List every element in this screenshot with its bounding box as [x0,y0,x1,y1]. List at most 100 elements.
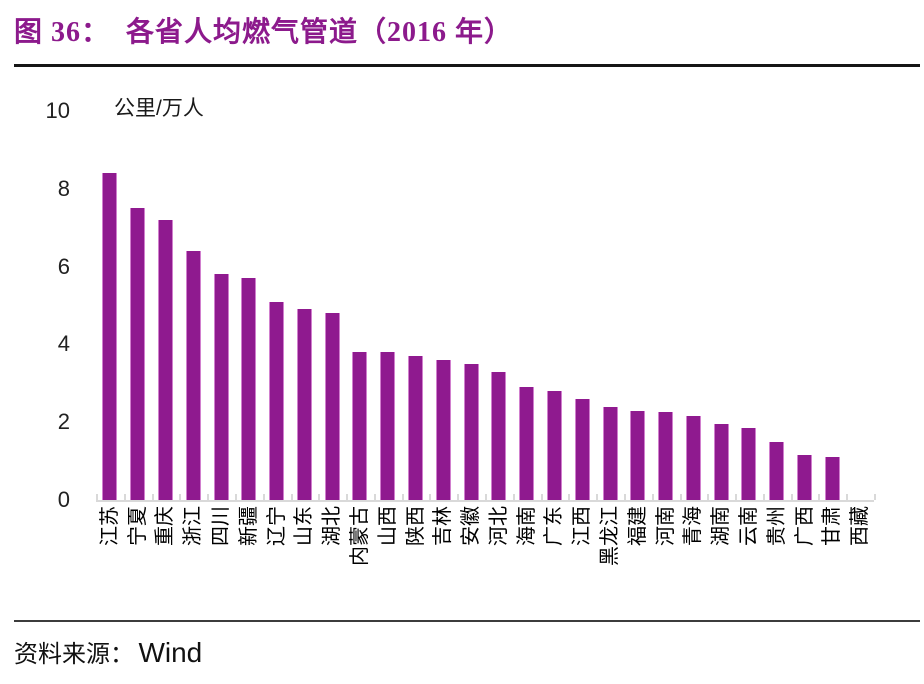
x-axis-tickmark [401,494,404,500]
x-label-河北: 河北 [487,506,510,546]
y-tick-label-0: 0 [57,487,70,512]
x-axis-tickmark [512,494,515,500]
x-axis-line [96,500,874,502]
bar-江苏 [102,173,118,500]
x-axis-tickmark [123,494,126,500]
x-axis-tickmark [262,494,265,500]
x-label-山东: 山东 [293,506,316,546]
x-axis-tickmark [790,494,793,500]
bar-福建 [630,410,646,500]
y-tick-label-8: 8 [57,175,70,201]
x-axis-tickmark [290,494,293,500]
x-axis-tickmark [651,494,654,500]
bar-黑龙江 [602,406,618,500]
bar-内蒙古 [352,352,368,500]
x-label-云南: 云南 [737,506,760,546]
x-axis-tickmark [318,494,321,500]
bar-山西 [380,352,396,500]
x-axis-tickmark [818,494,821,500]
bar-青海 [685,416,701,500]
x-axis-tickmark [846,494,849,500]
source-divider [14,620,920,622]
x-label-新疆: 新疆 [237,506,260,546]
x-axis-tickmark [457,494,460,500]
y-tick-label-2: 2 [57,409,70,435]
x-axis-tickmark [485,494,487,500]
bar-云南 [741,428,757,500]
bar-甘肃 [824,457,840,500]
bar-安徽 [463,363,479,500]
x-label-江西: 江西 [571,506,594,546]
source-prefix: 资料来源： [14,642,134,668]
x-label-青海: 青海 [682,506,705,546]
x-label-福建: 福建 [626,506,649,546]
x-label-浙江: 浙江 [182,506,205,546]
bar-山东 [296,309,312,500]
x-label-重庆: 重庆 [154,506,177,546]
x-label-黑龙江: 黑龙江 [599,506,622,566]
bar-湖南 [713,424,729,500]
bar-吉林 [435,359,451,500]
x-axis-labels: 江苏 宁夏 重庆 浙江 四川 新疆 辽宁 山东 湖北 内蒙古 山西 陕西 吉林 安徽 河北 海南 广东 江西 黑龙江… [0,506,924,636]
x-label-内蒙古: 内蒙古 [348,506,371,566]
y-tick-label-4: 4 [57,331,70,357]
x-label-西藏: 西藏 [849,506,872,546]
x-label-江苏: 江苏 [98,506,121,546]
x-label-四川: 四川 [210,506,233,546]
bar-广西 [797,455,813,500]
x-axis-tickmark [540,494,543,500]
x-label-宁夏: 宁夏 [126,506,149,546]
bar-宁夏 [130,208,146,500]
x-label-甘肃: 甘肃 [821,506,844,546]
bar-辽宁 [269,301,285,500]
bar-湖北 [324,313,340,500]
x-label-广东: 广东 [543,506,566,546]
x-label-湖北: 湖北 [321,506,344,546]
x-axis-tickmark [623,494,626,500]
x-label-辽宁: 辽宁 [265,506,288,546]
x-axis-tickmark [762,494,765,500]
y-tick-label-6: 6 [57,253,70,279]
x-axis-tickmark [151,494,154,500]
bar-河北 [491,371,507,500]
bar-新疆 [241,278,257,500]
x-axis-tickmark [234,494,237,500]
bar-四川 [213,274,229,500]
x-axis-tickmark [207,494,210,500]
source-note: 资料来源： Wind [14,634,202,669]
bar-陕西 [408,356,424,500]
x-label-陕西: 陕西 [404,506,427,546]
bar-浙江 [185,251,201,500]
bar-重庆 [157,219,173,500]
x-label-广西: 广西 [793,506,816,546]
x-axis-tickmark [346,494,349,500]
bar-广东 [546,391,562,500]
x-axis-tickmark [179,494,182,500]
x-label-河南: 河南 [654,506,677,546]
x-label-山西: 山西 [376,506,399,546]
x-axis-tickmark [429,494,432,500]
y-axis: 0 2 4 6 8 10 [0,0,70,520]
x-label-安徽: 安徽 [460,506,483,546]
x-axis-tickmark [96,494,98,500]
x-label-湖南: 湖南 [710,506,733,546]
x-axis-tickmark [373,494,376,500]
title-divider [14,64,920,67]
x-label-海南: 海南 [515,506,538,546]
x-axis-tickmark [707,494,710,500]
bar-河南 [658,412,674,500]
bar-chart-plot-area [96,173,876,502]
x-axis-tickmark [679,494,682,500]
source-name: Wind [138,637,203,668]
y-axis-unit-label: 公里/万人 [114,97,204,120]
bar-海南 [519,387,535,500]
y-tick-label-10: 10 [45,98,70,123]
x-label-贵州: 贵州 [765,506,788,546]
bar-贵州 [769,441,785,500]
figure-title: 图 36： 各省人均燃气管道（2016 年） [14,17,514,48]
x-axis-tickmark [874,494,876,500]
x-label-吉林: 吉林 [432,506,455,546]
x-axis-tickmark [568,494,571,500]
x-axis-tickmark [596,494,599,500]
x-axis-tickmark [735,494,738,500]
